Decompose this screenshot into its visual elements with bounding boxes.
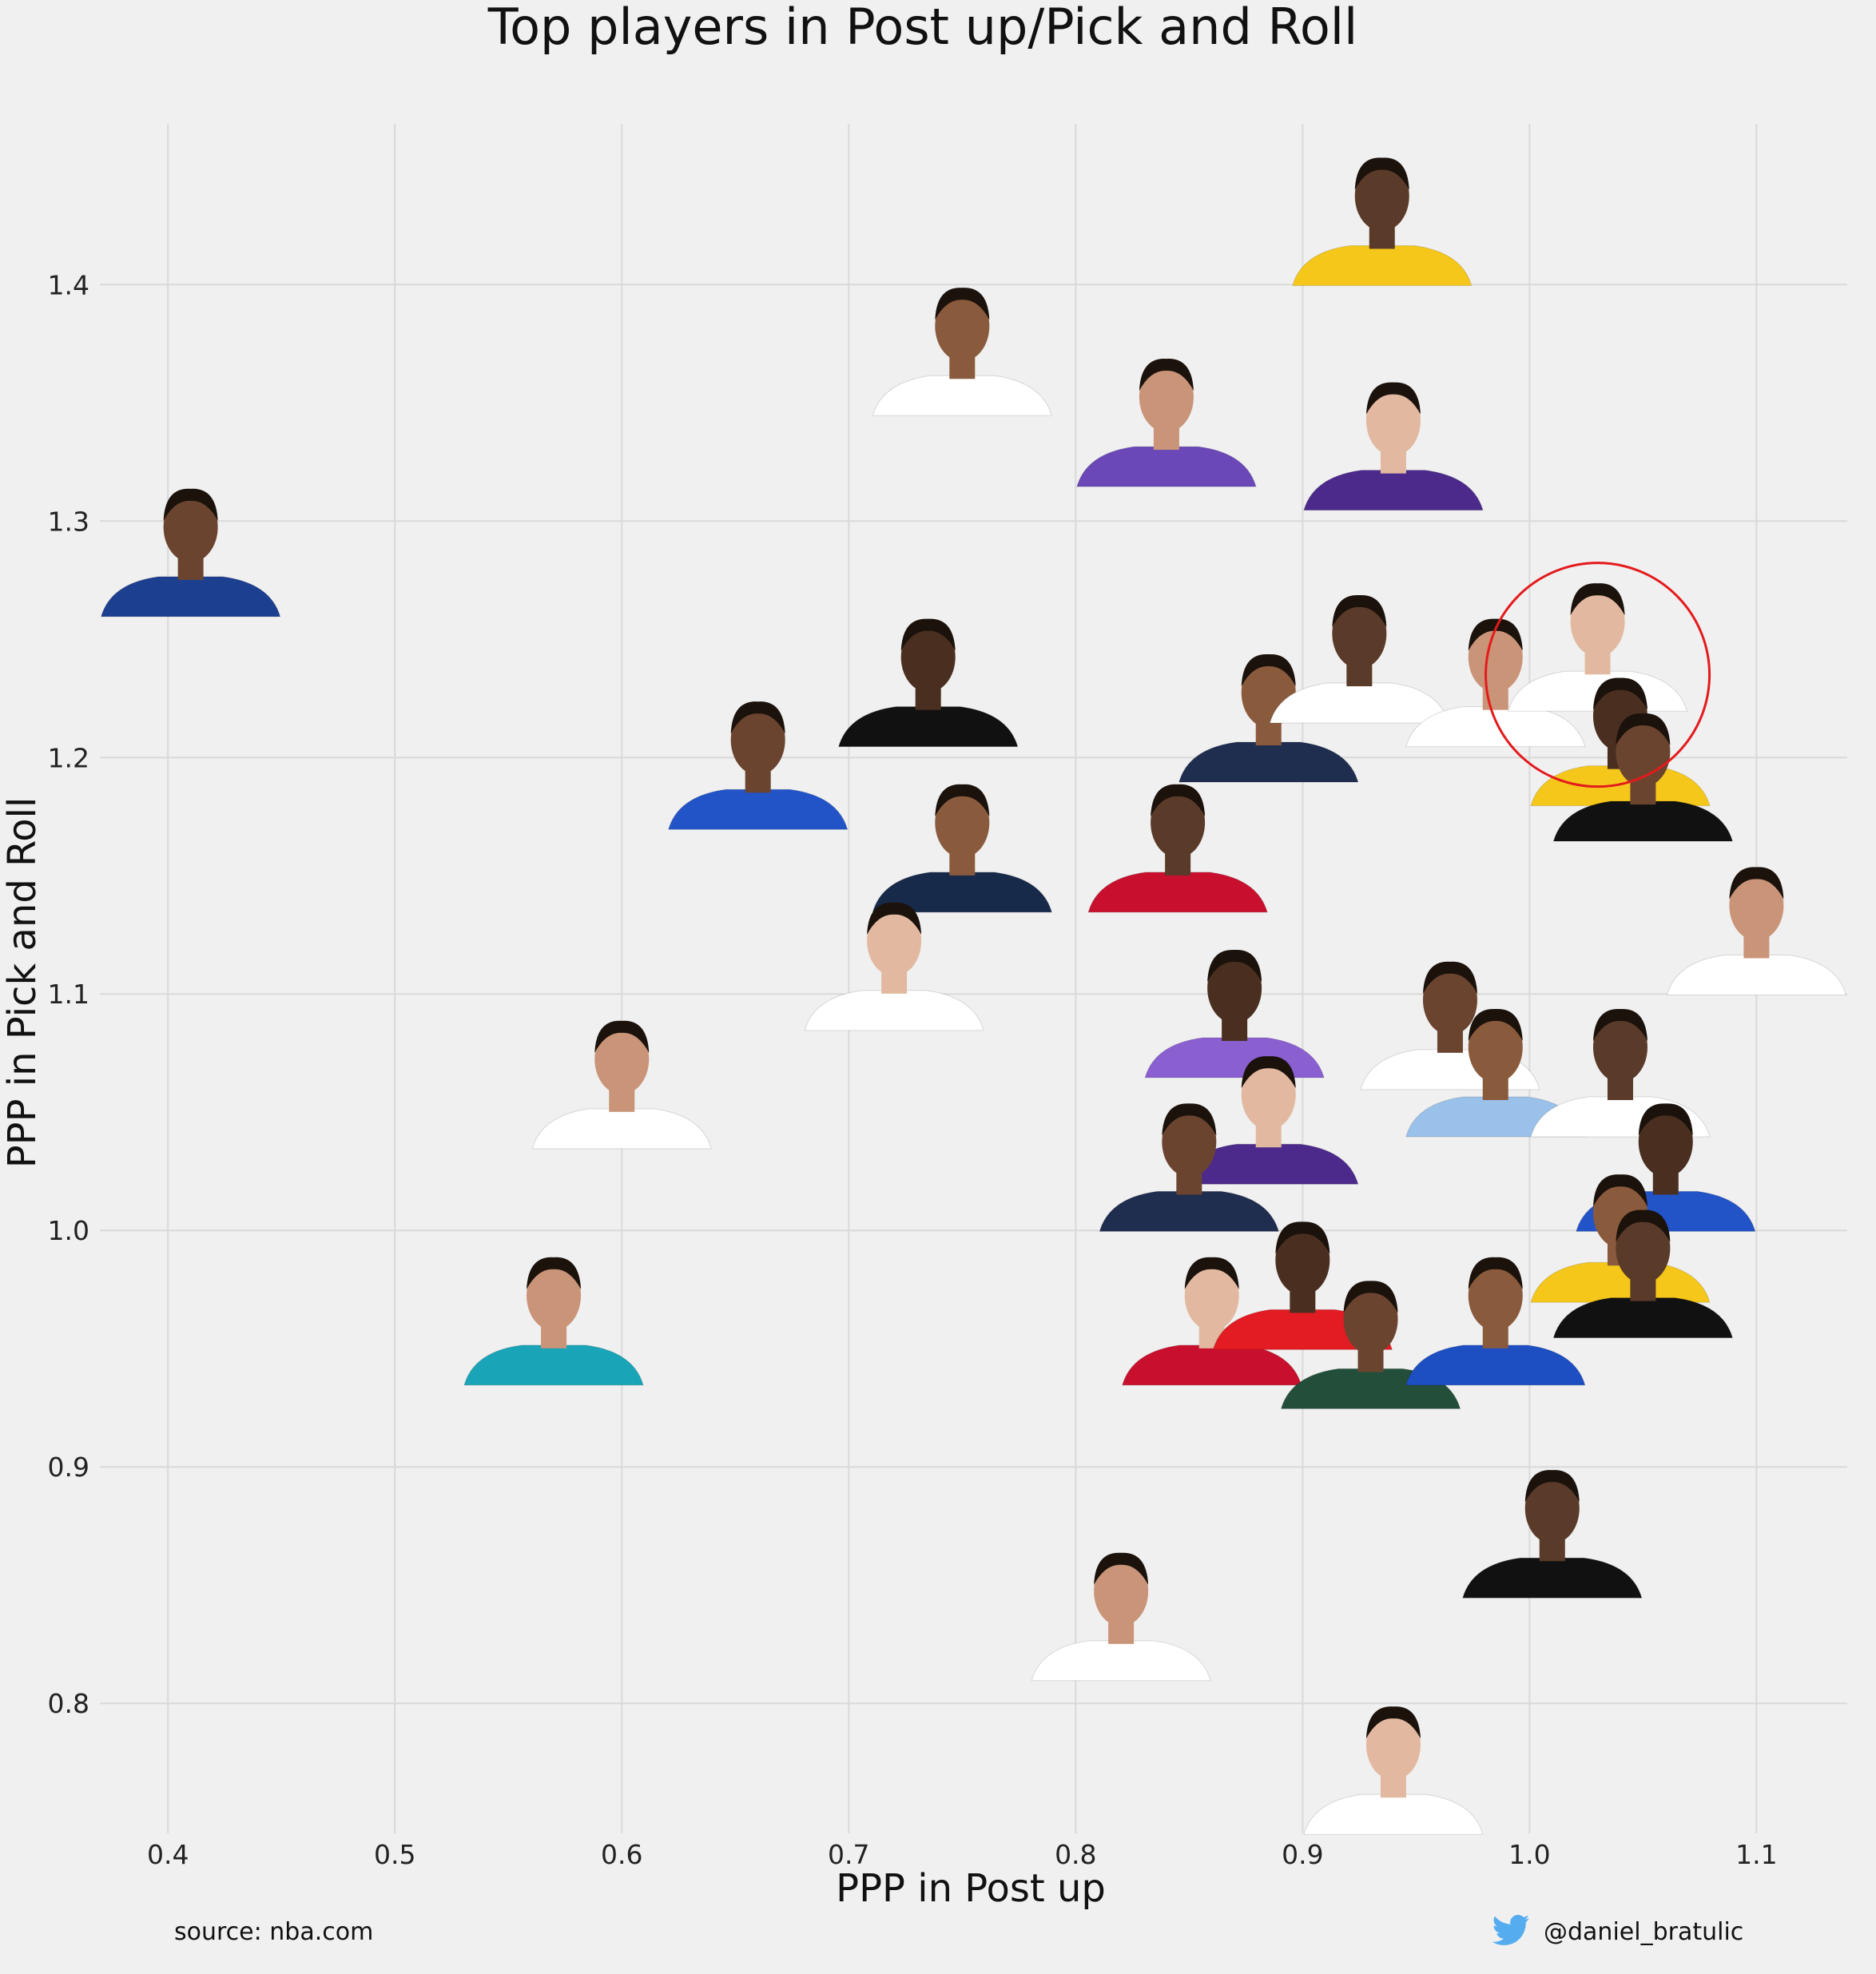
player-point	[1144, 949, 1325, 1078]
player-point	[1303, 382, 1484, 511]
x-tick-label: 0.7	[828, 1839, 869, 1870]
player-point	[1122, 1257, 1302, 1386]
player-point	[100, 488, 281, 618]
player-point	[1303, 1706, 1484, 1835]
player-point	[668, 701, 849, 830]
x-tick-label: 1.0	[1508, 1839, 1550, 1870]
player-point	[872, 784, 1052, 913]
player-point	[1666, 867, 1847, 995]
x-tick-label: 0.4	[147, 1839, 189, 1870]
x-tick-label: 0.6	[601, 1839, 642, 1870]
player-point	[1462, 1470, 1643, 1599]
y-tick-label: 1.1	[48, 979, 89, 1010]
twitter-handle: @daniel_bratulic	[1544, 1918, 1743, 1946]
y-tick-label: 0.9	[48, 1452, 89, 1483]
x-tick-label: 1.1	[1735, 1839, 1777, 1870]
player-point	[804, 902, 984, 1031]
y-tick-label: 1.4	[48, 269, 89, 300]
player-point	[1099, 1103, 1279, 1232]
player-point	[1269, 594, 1450, 724]
player-point	[1405, 1257, 1586, 1386]
player-point	[872, 288, 1052, 416]
twitter-bird-icon	[1492, 1914, 1530, 1945]
player-point	[1178, 1056, 1359, 1185]
source-text: source: nba.com	[174, 1918, 373, 1946]
chart-title: Top players in Post up/Pick and Roll	[487, 0, 1357, 56]
player-point	[531, 1020, 712, 1150]
x-axis-label: PPP in Post up	[836, 1866, 1106, 1911]
highlight-circle	[1485, 562, 1711, 788]
x-axis-ticks: 0.4 0.5 0.6 0.7 0.8 0.9 1.0 1.1	[147, 1839, 1778, 1870]
player-point	[1076, 358, 1257, 487]
y-tick-label: 1.2	[48, 742, 89, 773]
y-tick-label: 0.8	[48, 1688, 89, 1719]
y-axis-label: PPP in Pick and Roll	[0, 797, 45, 1169]
x-tick-label: 0.8	[1055, 1839, 1096, 1870]
y-tick-label: 1.3	[48, 506, 89, 537]
player-point	[1552, 713, 1734, 842]
data-points	[100, 157, 1847, 1835]
grid	[100, 124, 1847, 1833]
y-axis-ticks: 0.8 0.9 1.0 1.1 1.2 1.3 1.4	[48, 269, 89, 1719]
player-point	[463, 1257, 644, 1386]
x-tick-label: 0.5	[374, 1839, 415, 1870]
player-point	[1292, 157, 1473, 286]
y-tick-label: 1.0	[48, 1215, 89, 1246]
x-tick-label: 0.9	[1282, 1839, 1323, 1870]
player-point	[1031, 1552, 1211, 1682]
player-point	[1087, 784, 1268, 913]
player-point	[1178, 653, 1359, 783]
player-point	[1552, 1209, 1734, 1339]
player-point	[838, 618, 1019, 748]
